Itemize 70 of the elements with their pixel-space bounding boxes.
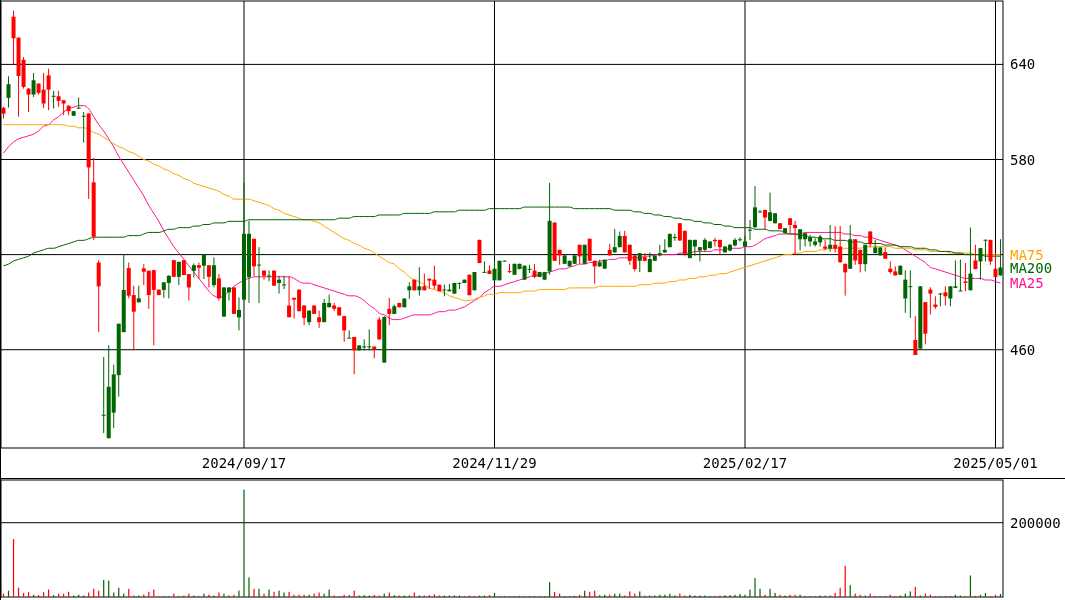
candlestick (958, 259, 963, 292)
candlestick (6, 75, 11, 109)
candlestick (191, 262, 196, 278)
candlestick (81, 111, 86, 144)
candlestick (903, 269, 908, 314)
y-tick-label: 580 (1010, 151, 1036, 168)
candlestick (913, 315, 918, 356)
candlestick (352, 336, 357, 375)
x-tick-label: 2025/02/17 (702, 455, 788, 471)
candlestick (96, 259, 101, 333)
y-tick-label: 460 (1010, 341, 1036, 358)
candlestick (236, 296, 241, 331)
candlestick (377, 316, 382, 341)
candlestick (828, 224, 833, 252)
x-tick-label: 2024/11/29 (452, 455, 537, 471)
candlestick (267, 269, 272, 282)
candlestick (843, 263, 848, 297)
candlestick (748, 219, 752, 241)
candlestick (257, 246, 262, 304)
candlestick (347, 329, 352, 339)
candlestick (287, 275, 292, 318)
candlestick (206, 264, 211, 288)
candlestick (31, 72, 36, 98)
candlestick (983, 239, 988, 262)
y-tick-label: 640 (1010, 56, 1036, 73)
candlestick (11, 10, 16, 66)
candlestick (938, 292, 943, 307)
candlestick (201, 253, 206, 280)
candlestick (282, 275, 287, 290)
candlestick (417, 266, 422, 297)
candlestick (277, 275, 282, 295)
candlestick (26, 87, 31, 113)
candlestick (813, 237, 818, 248)
candlestick (637, 252, 642, 273)
candlestick (196, 262, 201, 280)
x-tick-label: 2024/09/17 (201, 455, 287, 471)
candlestick (742, 235, 747, 248)
candlestick (788, 217, 793, 234)
candlestick (317, 310, 322, 329)
x-tick-label: 2025/05/01 (953, 455, 1038, 471)
candlestick (717, 239, 722, 256)
candlestick (216, 273, 221, 302)
series-label: MA25 (1010, 275, 1044, 292)
candlestick (387, 297, 392, 326)
y-tick-label: 200000 (1010, 514, 1061, 531)
candlestick (41, 72, 46, 109)
candlestick (262, 269, 267, 281)
candlestick (151, 269, 156, 346)
candlestick (963, 262, 968, 292)
candlestick (793, 220, 798, 256)
candlestick (342, 315, 347, 343)
candlestick (943, 285, 948, 306)
line-series (3, 105, 1001, 321)
candlestick (948, 285, 953, 307)
candlestick (768, 192, 773, 222)
candlestick (211, 256, 216, 288)
candlestick (692, 239, 697, 257)
candlestick (853, 238, 858, 266)
candlestick (928, 286, 933, 316)
candlestick (973, 244, 978, 270)
candlestick (612, 228, 617, 254)
candlestick (732, 237, 737, 248)
candlestick (76, 97, 81, 110)
candlestick (46, 68, 51, 111)
candlestick (482, 260, 487, 273)
candlestick (988, 239, 993, 266)
line-series (3, 124, 1001, 302)
candlestick (737, 236, 742, 242)
candlestick (166, 274, 171, 299)
candlestick (798, 228, 803, 251)
